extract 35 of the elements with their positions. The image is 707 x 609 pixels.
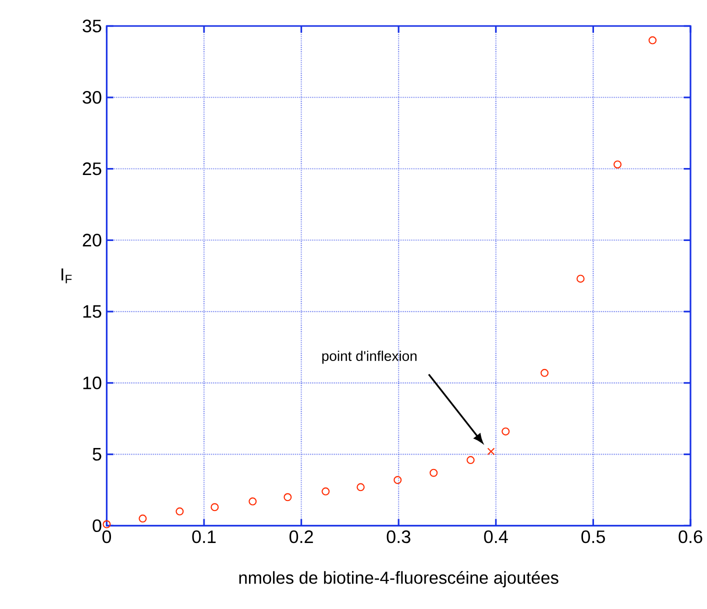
point — [322, 487, 330, 496]
point — [176, 507, 184, 516]
point — [648, 36, 657, 44]
y-tick-label: 25 — [82, 162, 102, 176]
point — [614, 160, 622, 168]
point — [540, 368, 549, 377]
point — [248, 497, 257, 506]
point — [210, 503, 219, 512]
point — [138, 514, 147, 523]
x-tick-label: 0.1 — [192, 530, 216, 544]
x-tick-label: 0.4 — [484, 530, 508, 544]
x-axis-title: nmoles de biotine-4-fluorescéine ajoutées — [239, 570, 558, 588]
point — [102, 520, 111, 528]
point — [394, 476, 402, 484]
y-axis-title: I$_{F}$ — [62, 268, 72, 284]
point — [356, 483, 365, 492]
point — [430, 468, 438, 477]
point — [284, 493, 292, 502]
y-tick-label: 10 — [83, 376, 102, 390]
x-tick-label: 0.6 — [678, 530, 702, 544]
y-tick-label: 35 — [82, 20, 102, 32]
point — [466, 456, 475, 464]
annotation: point d'inflexion — [322, 350, 417, 364]
point — [576, 274, 585, 283]
y-tick-label: 5 — [92, 448, 102, 461]
y-tick-label: 15 — [83, 305, 102, 318]
y-tick-label: 30 — [82, 91, 102, 104]
y-tick-label: 20 — [82, 234, 102, 247]
x-tick-label: 0 — [102, 530, 112, 544]
x-tick-label: 0.2 — [290, 530, 313, 544]
point — [502, 427, 510, 436]
point — [487, 448, 495, 456]
x-tick-label: 0.3 — [386, 530, 410, 544]
y-tick-label: 0 — [92, 519, 102, 532]
x-tick-label: 0.5 — [581, 530, 605, 544]
